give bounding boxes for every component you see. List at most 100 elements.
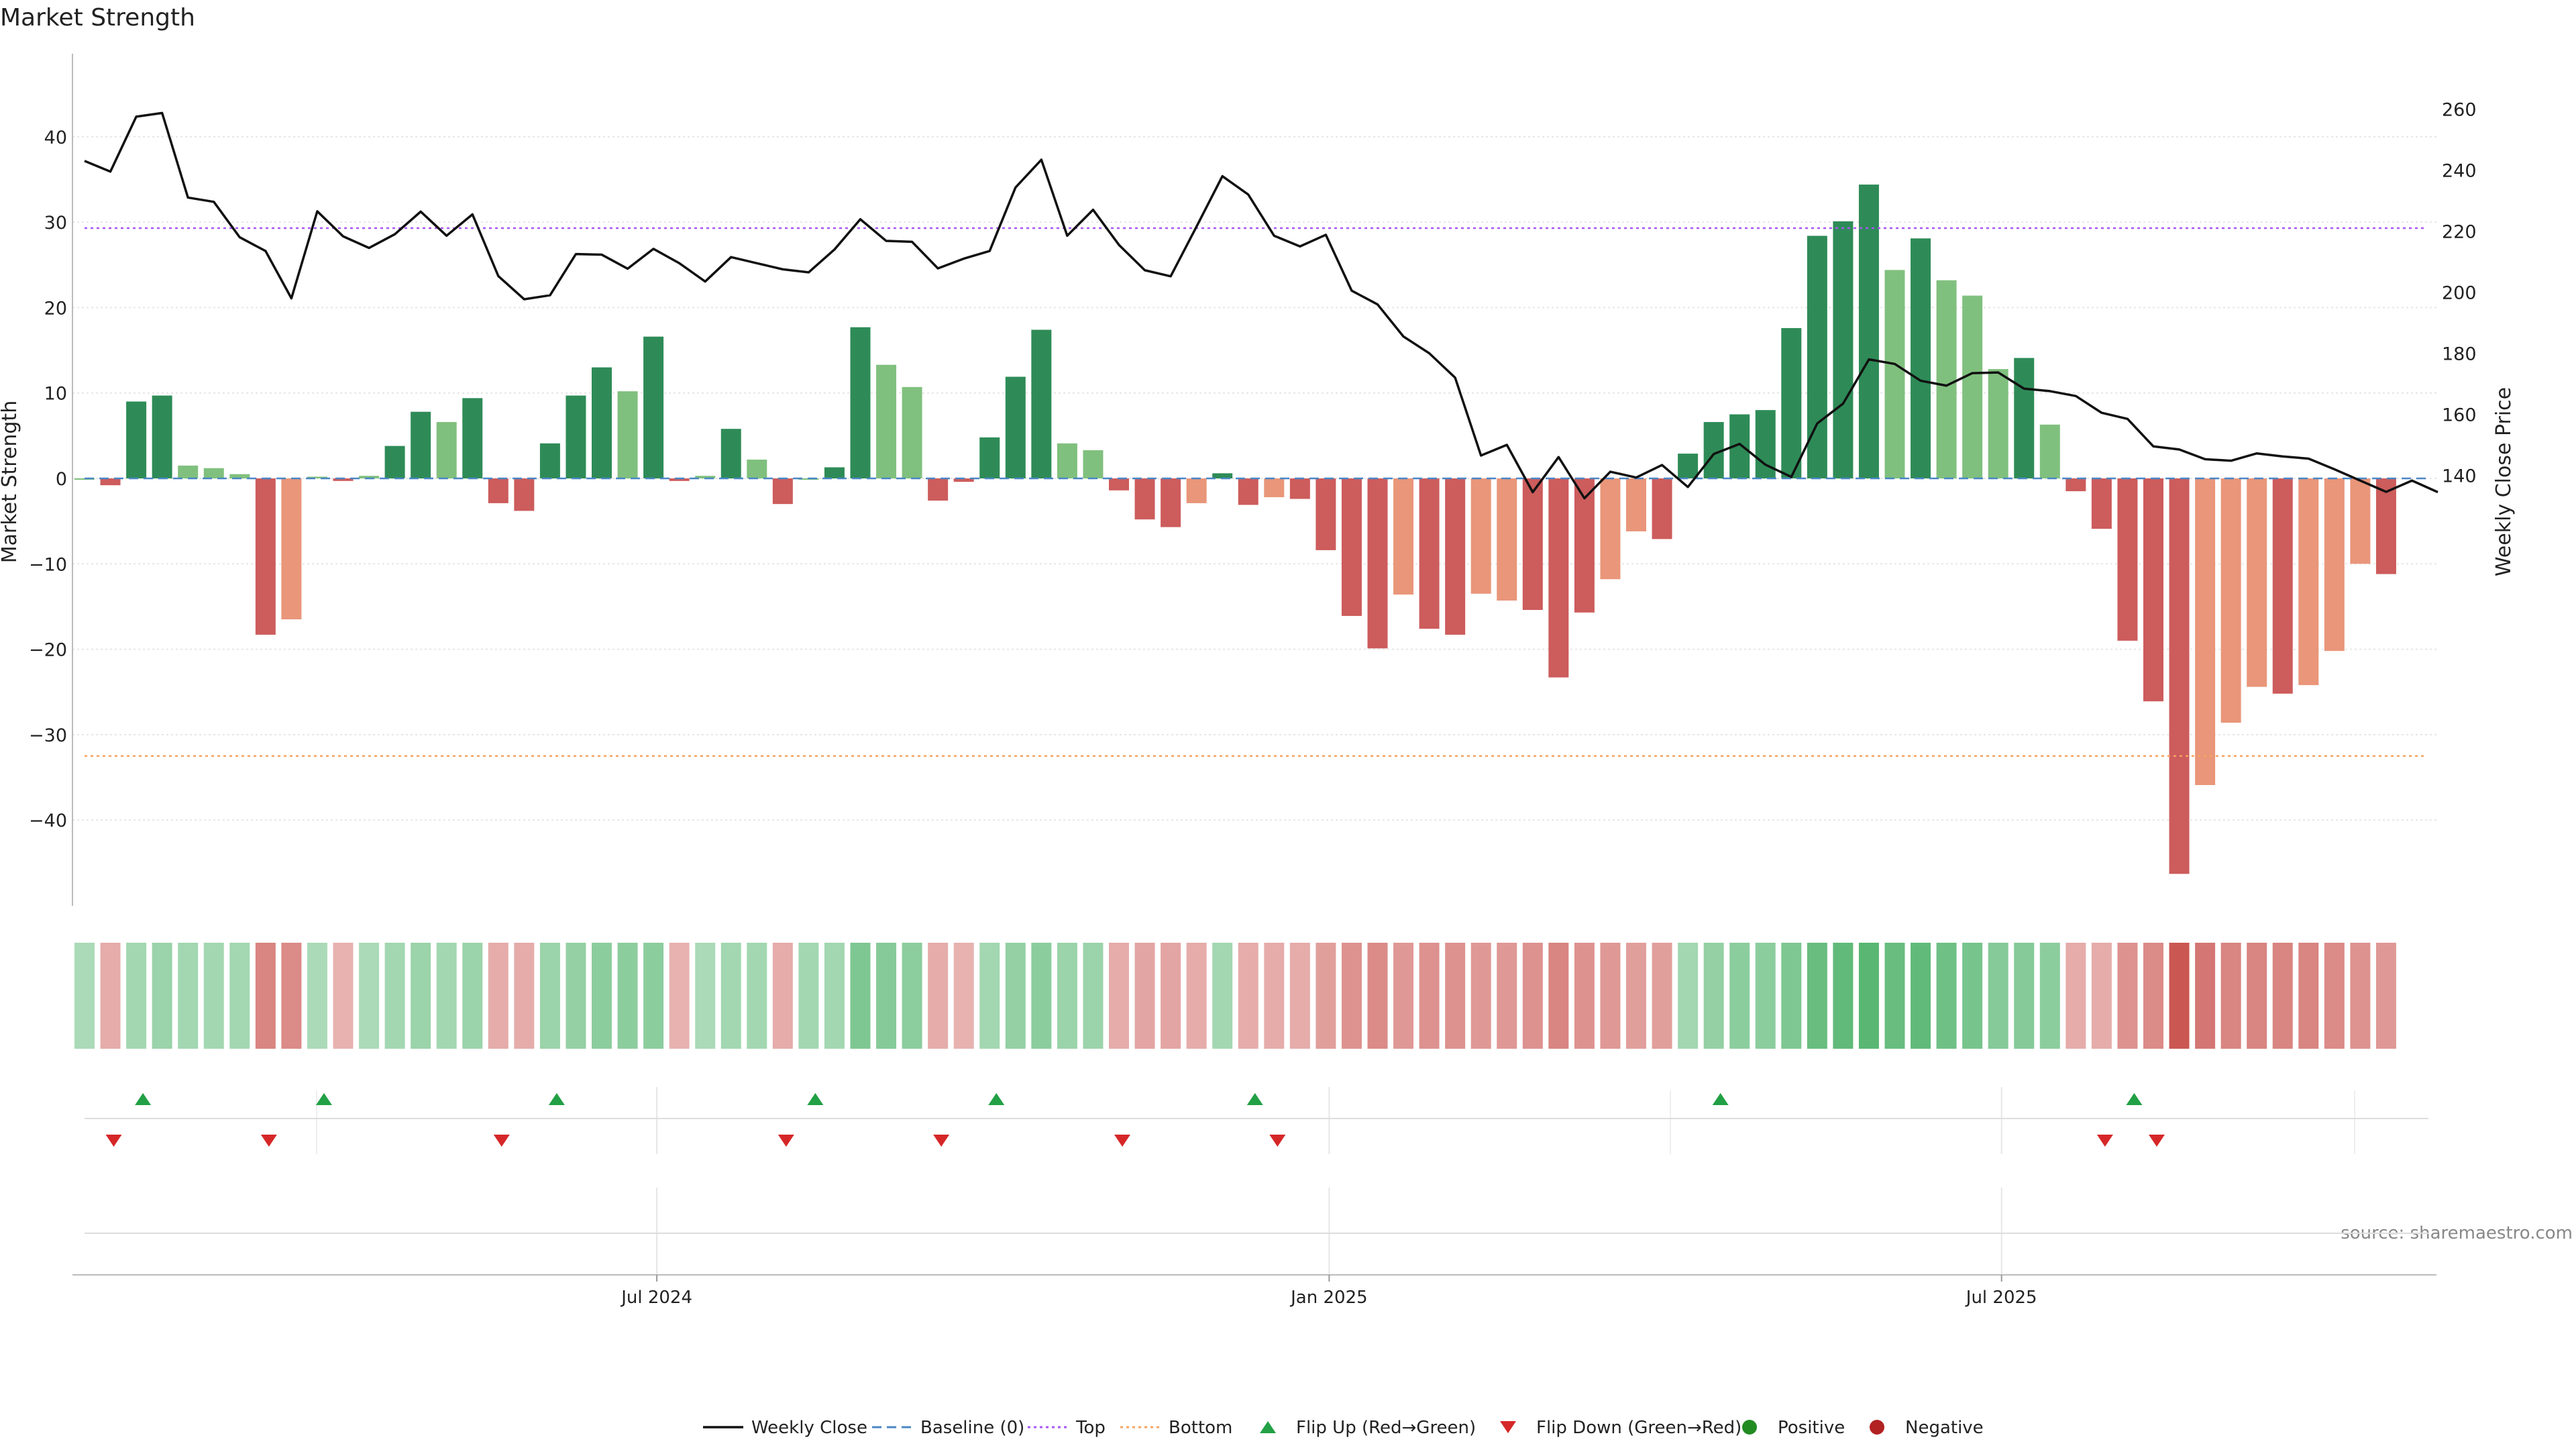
axes	[72, 54, 2436, 1282]
heat-cell	[747, 943, 767, 1049]
strength-bar	[2117, 478, 2138, 641]
legend-swatch-positive	[1742, 1420, 1757, 1435]
legend-label: Flip Down (Green→Red)	[1536, 1418, 1741, 1438]
strength-bar	[902, 386, 922, 478]
heat-cell	[384, 943, 405, 1049]
heat-cell	[824, 943, 845, 1049]
strength-bar	[307, 476, 327, 478]
strength-bar	[979, 437, 1000, 478]
strength-bar	[2375, 478, 2396, 574]
strength-bar	[2014, 358, 2035, 478]
right-tick-label: 240	[2442, 161, 2477, 182]
legend-swatch-flip-down	[1500, 1421, 1516, 1433]
heat-cell	[1729, 943, 1750, 1049]
heat-cell	[100, 943, 121, 1049]
heat-cell	[2014, 943, 2035, 1049]
strength-bar	[2272, 478, 2293, 694]
heat-cell	[2375, 943, 2396, 1049]
legend-swatch-flip-up	[1260, 1421, 1276, 1433]
left-tick-label: 30	[44, 213, 67, 234]
legend-item: Positive	[1742, 1418, 1845, 1438]
strength-bar	[850, 327, 871, 478]
strength-bar	[1264, 478, 1285, 498]
strength-bar	[488, 478, 508, 503]
heat-cell	[617, 943, 638, 1049]
heat-cell	[1186, 943, 1207, 1049]
heat-cell	[566, 943, 586, 1049]
x-tick-label: Jul 2024	[620, 1288, 692, 1308]
strength-bar	[1212, 473, 1233, 478]
heat-cell	[1470, 943, 1491, 1049]
strength-bar	[126, 401, 147, 478]
heat-cell	[1289, 943, 1310, 1049]
strength-bar	[1083, 450, 1104, 478]
heat-cell	[979, 943, 1000, 1049]
strength-bars	[74, 185, 2396, 874]
strength-bar	[2350, 478, 2371, 564]
heat-cell	[1316, 943, 1336, 1049]
heat-cell	[2195, 943, 2216, 1049]
strength-bar	[695, 476, 716, 478]
left-tick-label: 20	[44, 298, 67, 319]
weekly-close-line	[84, 111, 2438, 500]
strength-bar	[1497, 478, 1517, 601]
flip-down-marker	[1114, 1135, 1130, 1147]
tick-labels: 40 30 20 10 0 −10 −20 −30 −40 260 240 220 200 180 160 1…	[29, 100, 2477, 1308]
heat-cell	[74, 943, 95, 1049]
strength-bar	[1109, 478, 1129, 490]
right-tick-label: 200	[2442, 283, 2477, 304]
heat-cell	[2091, 943, 2112, 1049]
strength-bar	[411, 411, 431, 478]
left-tick-label: −10	[29, 554, 67, 575]
strength-bar	[1161, 478, 1181, 527]
heat-cell	[1445, 943, 1466, 1049]
heat-cell	[772, 943, 793, 1049]
left-tick-label: −20	[29, 640, 67, 661]
left-tick-label: 10	[44, 384, 67, 405]
strength-bar	[592, 367, 612, 478]
strength-bar	[720, 429, 741, 478]
strength-bar	[2195, 478, 2216, 786]
left-tick-label: 0	[56, 469, 67, 490]
chart-title: Market Strength	[0, 4, 195, 32]
heat-cell	[1626, 943, 1646, 1049]
strength-bar	[772, 478, 793, 505]
flip-down-marker	[2096, 1135, 2113, 1147]
heat-cell	[953, 943, 974, 1049]
flip-up-marker	[135, 1093, 152, 1105]
heat-cell	[488, 943, 508, 1049]
strength-bar	[2065, 478, 2086, 492]
strength-bar	[1134, 478, 1155, 520]
x-tick-label: Jan 2025	[1289, 1288, 1368, 1308]
strength-bar	[1367, 478, 1388, 649]
heat-cell	[539, 943, 560, 1049]
heat-cell	[1161, 943, 1181, 1049]
strength-bar	[2220, 478, 2241, 723]
heat-cell	[203, 943, 224, 1049]
strength-bar	[281, 478, 302, 620]
flip-up-marker	[548, 1093, 565, 1105]
heat-cell	[902, 943, 922, 1049]
heat-cell	[2272, 943, 2293, 1049]
heat-cell	[928, 943, 949, 1049]
strength-bar	[1057, 443, 1077, 478]
strength-bar	[643, 336, 664, 478]
heat-cell	[669, 943, 690, 1049]
strength-bar	[462, 398, 483, 478]
flip-down-marker	[105, 1135, 122, 1147]
heat-cell	[1548, 943, 1569, 1049]
strength-bar	[1186, 478, 1207, 503]
heat-cell	[2324, 943, 2345, 1049]
strength-bar	[1600, 478, 1621, 580]
heat-cell	[229, 943, 250, 1049]
weekly-close-line	[84, 111, 2438, 500]
heat-cell	[1083, 943, 1104, 1049]
flip-up-marker	[988, 1093, 1005, 1105]
x-tick-label: Jul 2025	[1965, 1288, 2037, 1308]
heat-cell	[1031, 943, 1052, 1049]
heat-cell	[1497, 943, 1517, 1049]
heat-cell	[2117, 943, 2138, 1049]
strength-bar	[1884, 270, 1905, 478]
strength-bar	[1031, 329, 1052, 478]
heat-cell	[1936, 943, 1957, 1049]
